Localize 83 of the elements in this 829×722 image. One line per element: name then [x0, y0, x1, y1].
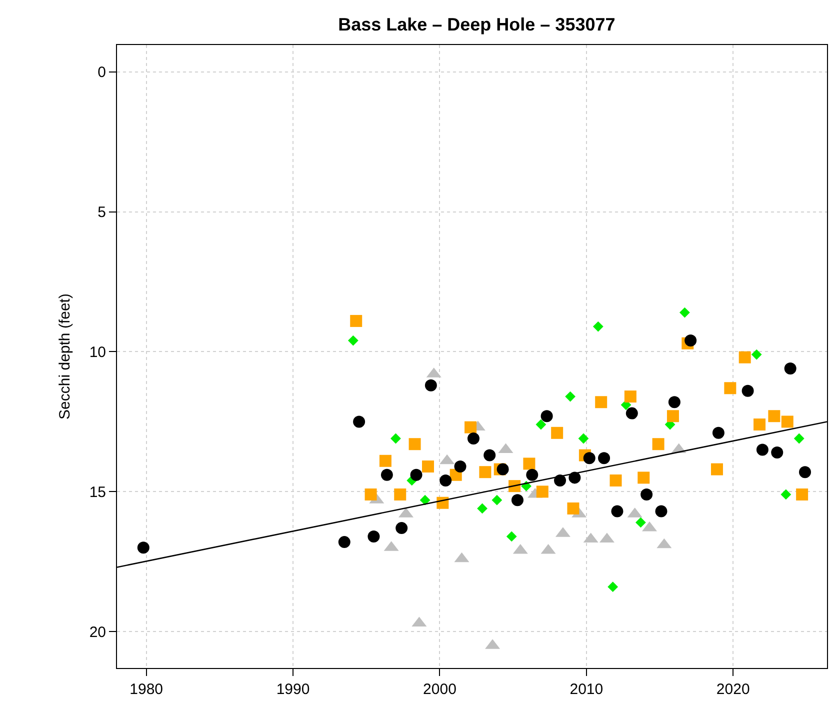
- point: [506, 531, 517, 542]
- point: [526, 468, 538, 481]
- chart-title: Bass Lake – Deep Hole – 353077: [338, 14, 616, 35]
- point: [799, 466, 811, 478]
- point: [636, 517, 646, 528]
- point: [496, 463, 509, 476]
- y-axis-title: Secchi depth (feet): [56, 294, 74, 420]
- point: [610, 474, 622, 486]
- point: [624, 390, 636, 403]
- point: [467, 432, 480, 444]
- y-tick-label: 10: [89, 344, 106, 361]
- point: [655, 505, 668, 518]
- point: [781, 416, 794, 428]
- point: [464, 421, 477, 434]
- point: [712, 426, 724, 439]
- point: [794, 433, 804, 444]
- y-tick-label: 15: [89, 484, 106, 501]
- x-tick-label: 1980: [130, 681, 164, 698]
- point: [379, 454, 392, 467]
- point: [390, 433, 401, 444]
- point: [137, 542, 150, 554]
- point: [784, 362, 796, 375]
- y-tick-label: 0: [98, 64, 106, 82]
- point: [422, 460, 434, 472]
- point: [768, 410, 780, 422]
- point: [592, 321, 604, 332]
- point: [796, 488, 808, 500]
- point: [608, 582, 618, 592]
- point: [380, 468, 393, 481]
- point: [484, 449, 496, 462]
- point: [666, 410, 679, 422]
- point: [420, 494, 430, 506]
- x-tick-label: 2020: [716, 681, 750, 698]
- x-tick-label: 2000: [423, 681, 456, 698]
- point: [780, 489, 792, 500]
- point: [492, 494, 502, 506]
- point: [626, 407, 638, 420]
- point: [742, 384, 754, 397]
- point: [668, 396, 680, 408]
- point: [578, 433, 589, 444]
- point: [652, 438, 664, 450]
- point: [598, 452, 610, 464]
- point: [567, 502, 580, 514]
- point: [440, 474, 452, 486]
- point: [364, 488, 377, 500]
- point: [724, 382, 736, 394]
- point: [738, 351, 751, 364]
- point: [583, 452, 596, 464]
- point: [611, 505, 624, 518]
- point: [638, 472, 650, 484]
- point: [751, 349, 762, 360]
- y-tick-label: 5: [98, 204, 106, 222]
- point: [523, 458, 536, 470]
- point: [408, 438, 421, 450]
- point: [410, 468, 422, 481]
- point: [551, 426, 564, 439]
- point: [368, 530, 380, 542]
- point: [540, 410, 553, 422]
- point: [565, 391, 576, 402]
- point: [424, 379, 437, 392]
- point: [536, 486, 548, 498]
- point: [396, 522, 408, 534]
- point: [771, 446, 784, 458]
- point: [710, 463, 723, 476]
- point: [338, 536, 350, 548]
- point: [350, 314, 362, 327]
- x-tick-label: 2010: [570, 681, 604, 698]
- point: [348, 335, 358, 346]
- point: [479, 466, 492, 478]
- point: [756, 444, 768, 456]
- point: [536, 419, 546, 430]
- point: [754, 418, 766, 431]
- point: [454, 460, 466, 472]
- y-tick-label: 20: [89, 624, 106, 641]
- point: [511, 494, 524, 506]
- point: [680, 307, 690, 318]
- x-tick-label: 1990: [276, 681, 310, 698]
- point: [640, 488, 653, 500]
- point: [394, 488, 406, 500]
- point: [684, 334, 697, 347]
- point: [595, 396, 608, 408]
- point: [353, 416, 366, 428]
- point: [477, 503, 488, 514]
